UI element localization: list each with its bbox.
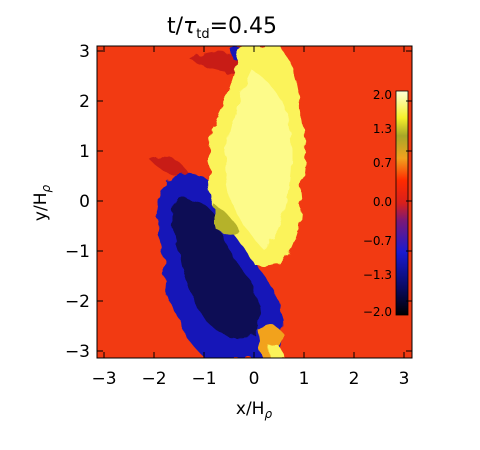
- x-tick-label: −1: [191, 369, 216, 389]
- x-tick-label: 0: [249, 369, 260, 389]
- colorbar-tick-label: 1.3: [373, 122, 392, 136]
- x-axis: [103, 46, 405, 358]
- y-tick-label: −2: [65, 292, 90, 312]
- y-tick-label: 1: [79, 142, 90, 162]
- x-tick-label: −3: [91, 369, 116, 389]
- colorbar-tick-label: 0.7: [373, 156, 392, 170]
- plot-title: t/τtd=0.45: [167, 14, 277, 42]
- y-tick-label: −3: [65, 342, 90, 362]
- x-tick-label: −2: [141, 369, 166, 389]
- x-tick-label: 2: [349, 369, 360, 389]
- colorbar-tick-label: 2.0: [373, 88, 392, 102]
- x-tick-labels: −3 −2 −1 0 1 2 3: [91, 369, 409, 389]
- x-axis-label: x/Hρ: [236, 399, 273, 421]
- x-tick-label: 3: [399, 369, 410, 389]
- y-tick-label: 3: [79, 42, 90, 62]
- colorbar-tick-label: 0.0: [373, 195, 392, 209]
- y-axis-label: y/Hρ: [31, 185, 53, 222]
- x-tick-label: 1: [299, 369, 310, 389]
- y-axis: [97, 50, 412, 352]
- colorbar: 2.0 1.3 0.7 0.0 −0.7 −1.3 −2.0: [363, 88, 409, 319]
- colorbar-tick-label: −1.3: [363, 268, 392, 282]
- colorbar-tick-label: −2.0: [363, 305, 392, 319]
- y-tick-label: −1: [65, 242, 90, 262]
- y-tick-label: 2: [79, 92, 90, 112]
- y-tick-label: 0: [79, 192, 90, 212]
- y-tick-labels: 3 2 1 0 −1 −2 −3: [65, 42, 90, 362]
- colorbar-tick-label: −0.7: [363, 234, 392, 248]
- heatmap-field: [97, 46, 412, 358]
